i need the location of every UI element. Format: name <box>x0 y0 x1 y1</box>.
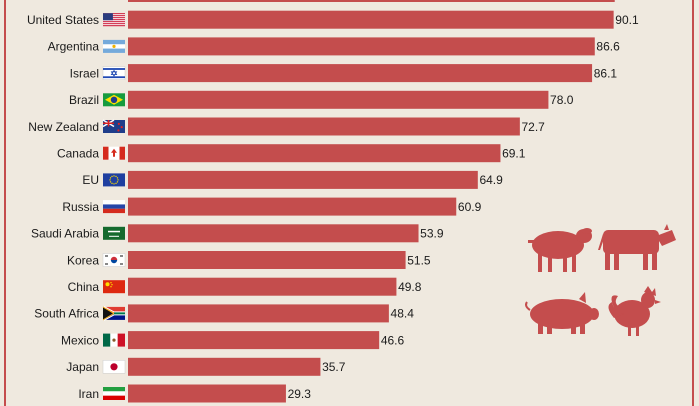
bar <box>128 277 397 296</box>
bar <box>128 224 419 243</box>
bar <box>128 117 520 136</box>
sheep-icon <box>528 228 592 272</box>
eu-flag-icon <box>103 173 125 187</box>
bar-row: Israel 86.1 <box>70 64 618 83</box>
korea-flag-icon <box>102 253 126 267</box>
bar-row: Korea 51.5 <box>67 251 431 269</box>
iran-flag-icon <box>103 387 125 400</box>
bar <box>128 384 286 403</box>
value-label: 64.9 <box>479 173 503 187</box>
bar <box>128 170 478 189</box>
israel-flag-icon <box>102 66 126 80</box>
frame-border-left <box>4 0 6 406</box>
japan-flag-icon <box>102 360 126 374</box>
usa-flag-icon <box>103 13 125 27</box>
value-label: 60.9 <box>458 200 482 214</box>
bar <box>128 251 406 269</box>
bar-row: Argentina 86.6 <box>48 37 620 56</box>
bar-row: Japan 35.7 <box>66 357 346 376</box>
bar-row: Saudi Arabia 53.9 <box>31 224 444 243</box>
category-label: Saudi Arabia <box>31 227 99 241</box>
category-label: EU <box>82 173 99 187</box>
bar <box>128 357 321 376</box>
bar <box>128 144 501 163</box>
value-label: 86.1 <box>594 66 618 80</box>
value-label: 29.3 <box>288 387 312 401</box>
saudi-arabia-flag-icon <box>103 226 125 240</box>
canada-flag-icon <box>103 146 125 160</box>
value-label: 51.5 <box>407 253 431 267</box>
category-label: Mexico <box>61 333 99 347</box>
bar-row: China 49.8 <box>68 277 422 296</box>
category-label: Canada <box>57 147 99 161</box>
bar-row: Canada 69.1 <box>57 144 526 163</box>
argentina-flag-icon <box>103 39 125 53</box>
bar-row: Iran 29.3 <box>78 384 312 403</box>
russia-flag-icon <box>103 200 125 214</box>
value-label: 35.7 <box>322 360 346 374</box>
category-label: Brazil <box>69 93 99 107</box>
bar-row: United States 90.1 <box>27 10 639 29</box>
bar <box>128 331 380 350</box>
bar <box>128 10 614 29</box>
value-label: 86.6 <box>596 40 620 54</box>
cow-icon <box>598 224 676 270</box>
value-label: 72.7 <box>521 120 545 134</box>
category-label: Russia <box>62 200 99 214</box>
category-label: New Zealand <box>28 120 99 134</box>
mexico-flag-icon <box>103 333 125 347</box>
pig-icon <box>525 292 599 334</box>
frame-border-right <box>692 0 694 406</box>
category-label: Korea <box>67 253 99 267</box>
bar-row: Australia90.3 <box>52 0 640 2</box>
category-label: South Africa <box>34 307 99 321</box>
bar <box>128 304 389 323</box>
south-africa-flag-icon <box>102 305 125 321</box>
value-label: 78.0 <box>550 93 574 107</box>
value-label: 90.1 <box>615 13 639 27</box>
bar <box>128 197 457 216</box>
bar-row: Mexico 46.6 <box>61 331 405 350</box>
category-label: United States <box>27 13 99 27</box>
category-label: Japan <box>66 360 99 374</box>
bar-row: Russia 60.9 <box>62 197 482 216</box>
rooster-icon <box>608 286 661 336</box>
bar <box>128 0 615 2</box>
new-zealand-flag-icon <box>102 119 125 133</box>
bar <box>128 64 593 83</box>
category-label: Argentina <box>48 40 100 54</box>
brazil-flag-icon <box>103 93 125 107</box>
value-label: 46.6 <box>381 333 405 347</box>
category-label: Israel <box>70 66 99 80</box>
bar-row: South Africa 48.4 <box>34 304 415 323</box>
category-label: China <box>68 280 100 294</box>
bar <box>128 37 595 56</box>
bar-row: Brazil 78.0 <box>69 90 574 109</box>
value-label: 49.8 <box>398 280 422 294</box>
bar <box>128 90 549 109</box>
china-flag-icon <box>103 280 125 294</box>
value-label: 69.1 <box>502 147 526 161</box>
bar-row: EU 64.9 <box>82 170 503 189</box>
bar-row: New Zealand 72.7 <box>28 117 545 136</box>
category-label: Iran <box>78 387 99 401</box>
value-label: 48.4 <box>391 307 415 321</box>
value-label: 53.9 <box>420 227 444 241</box>
